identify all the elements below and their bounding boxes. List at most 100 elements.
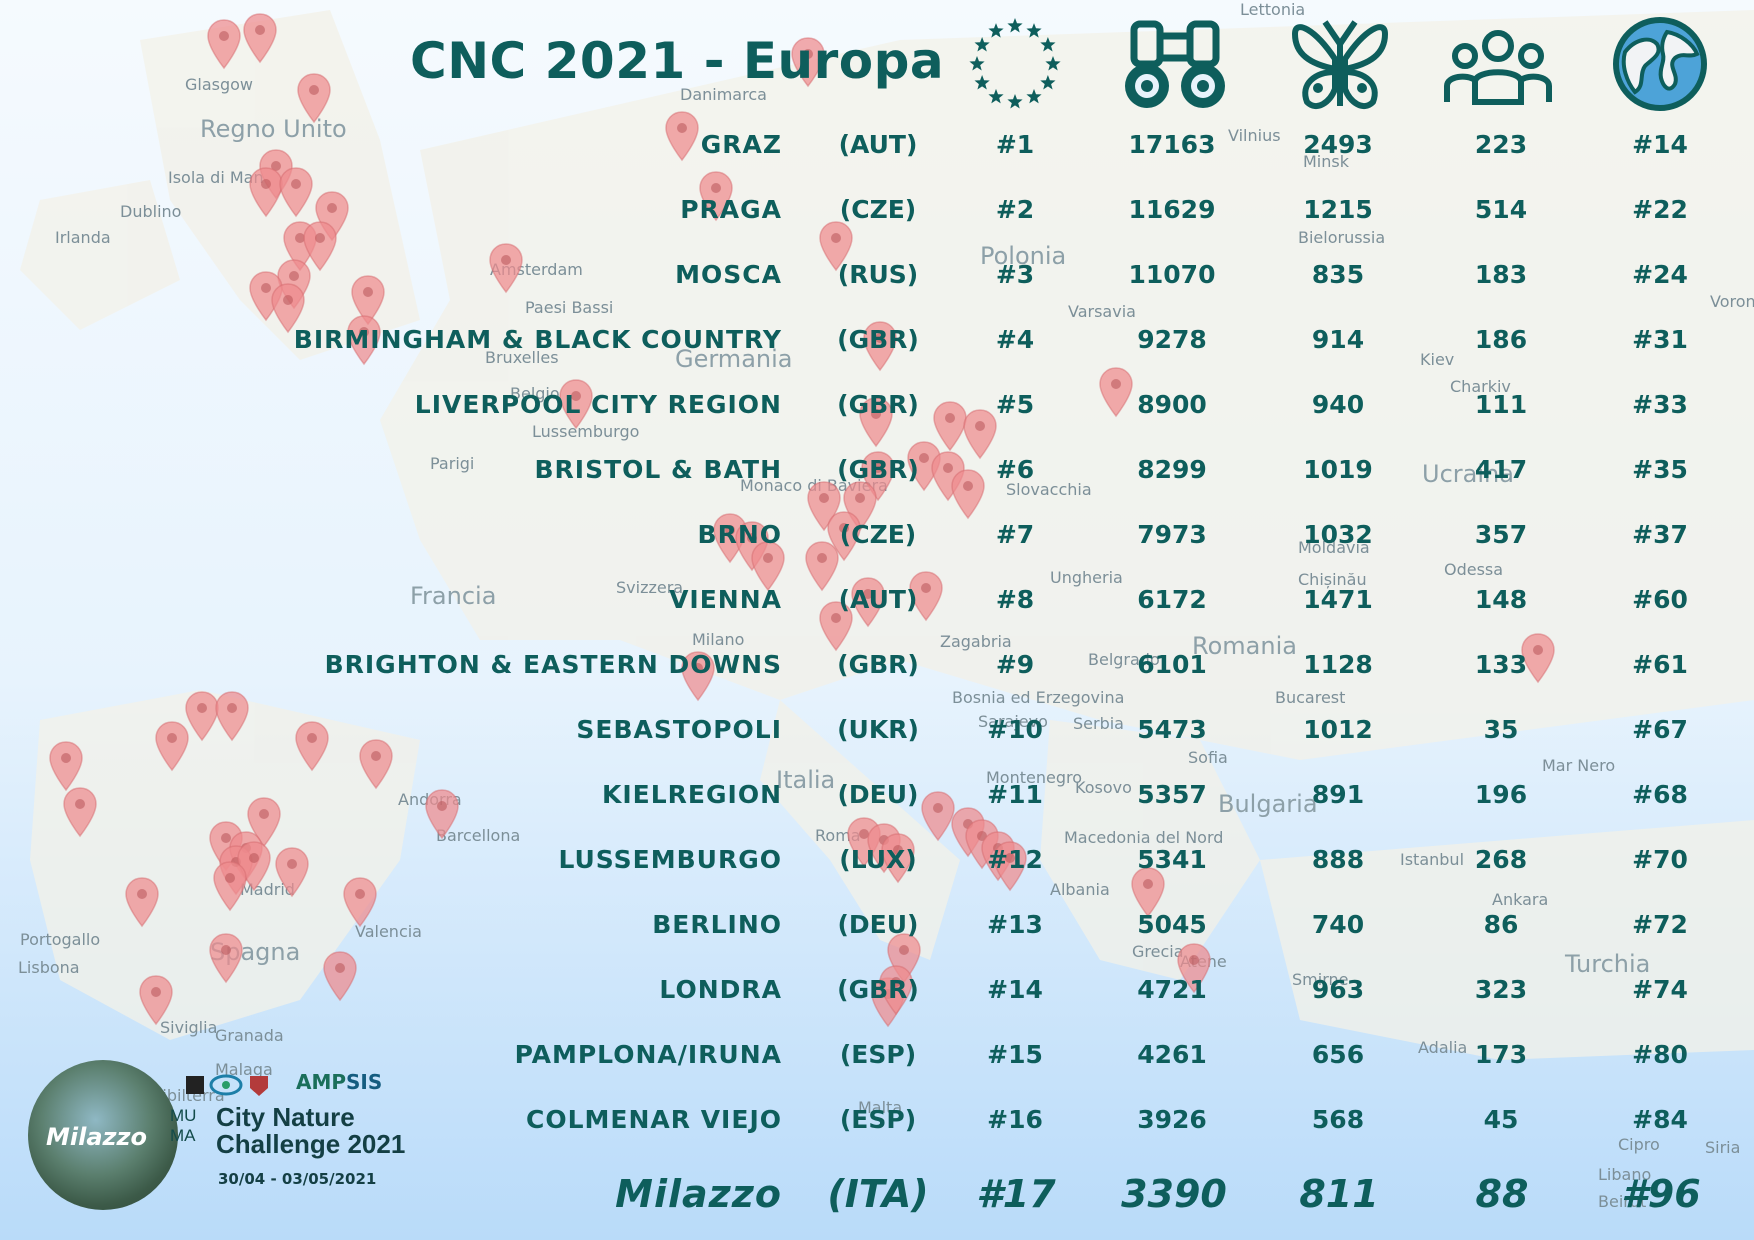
map-pin-icon <box>681 651 715 702</box>
cell-city: MOSCA <box>675 260 782 289</box>
cell-observations: 8900 <box>1137 390 1207 419</box>
map-label: Belgio <box>510 384 560 403</box>
map-pin-icon <box>139 975 173 1026</box>
map-pin-icon <box>963 409 997 460</box>
map-label: Polonia <box>980 242 1067 270</box>
table-row: BERLINO (DEU) #13 5045 740 86 #72 <box>0 910 1754 960</box>
cell-global: #22 <box>1632 195 1688 224</box>
cell-observations: 6172 <box>1137 585 1207 614</box>
page-title: CNC 2021 - Europa <box>410 32 945 90</box>
map-pin-icon <box>213 861 247 912</box>
map-pin-icon <box>1177 943 1211 994</box>
cell-species: 888 <box>1311 845 1365 874</box>
highlight-cell-country: (ITA) <box>827 1172 929 1216</box>
map-pin-icon <box>209 933 243 984</box>
map-label: Italia <box>776 766 836 794</box>
map-label: Lussemburgo <box>532 422 640 441</box>
table-row: PRAGA (CZE) #2 11629 1215 514 #22 <box>0 195 1754 245</box>
map-pin-icon <box>863 321 897 372</box>
map-label: Paesi Bassi <box>525 298 614 317</box>
map-label: Granada <box>215 1026 284 1045</box>
map-label: Danimarca <box>680 85 767 104</box>
map-pin-icon <box>279 167 313 218</box>
cell-observations: 5045 <box>1137 910 1207 939</box>
cell-rank: #15 <box>987 1040 1043 1069</box>
map-label: Macedonia del Nord <box>1064 828 1224 847</box>
map-label: Ucraina <box>1422 460 1514 488</box>
map-label: Valencia <box>355 922 422 941</box>
map-pin-icon <box>909 571 943 622</box>
cell-rank: #11 <box>987 780 1043 809</box>
cell-people: 173 <box>1474 1040 1528 1069</box>
cell-people: 148 <box>1474 585 1528 614</box>
cell-rank: #7 <box>995 520 1035 549</box>
table-row: BRISTOL & BATH (GBR) #6 8299 1019 417 #35 <box>0 455 1754 505</box>
cell-observations: 11070 <box>1128 260 1216 289</box>
cell-observations: 4261 <box>1137 1040 1207 1069</box>
map-pin-icon <box>489 243 523 294</box>
highlight-cell-people: 88 <box>1475 1172 1529 1216</box>
map-label: Dublino <box>120 202 182 221</box>
cell-city: KIELREGION <box>601 780 782 809</box>
map-pin-icon <box>819 601 853 652</box>
cell-people: 223 <box>1474 130 1528 159</box>
map-label: Cipro <box>1618 1135 1660 1154</box>
map-pin-icon <box>323 951 357 1002</box>
star-icon <box>1040 75 1056 90</box>
cell-people: 35 <box>1483 715 1519 744</box>
map-label: Bucarest <box>1275 688 1346 707</box>
cell-people: 133 <box>1474 650 1528 679</box>
cell-country: (DEU) <box>837 780 919 809</box>
map-label: Voronezh <box>1710 292 1754 311</box>
cell-country: (GBR) <box>837 650 919 679</box>
cell-rank: #16 <box>987 1105 1043 1134</box>
cell-species: 891 <box>1311 780 1365 809</box>
cell-global: #74 <box>1632 975 1688 1004</box>
map-label: Malaga <box>215 1060 273 1079</box>
cell-country: (LUX) <box>839 845 917 874</box>
star-icon <box>1026 88 1042 104</box>
cell-global: #14 <box>1632 130 1688 159</box>
cell-country: (GBR) <box>837 455 919 484</box>
cell-observations: 3926 <box>1137 1105 1207 1134</box>
map-label: Sofia <box>1188 748 1228 767</box>
cell-global: #72 <box>1632 910 1688 939</box>
butterfly-icon <box>1292 20 1388 110</box>
cell-country: (GBR) <box>837 390 919 419</box>
cell-observations: 7973 <box>1137 520 1207 549</box>
cell-observations: 4721 <box>1137 975 1207 1004</box>
map-label: Zagabria <box>940 632 1012 651</box>
cell-city: LONDRA <box>659 975 782 1004</box>
cell-country: (RUS) <box>837 260 919 289</box>
map-label: Malta <box>858 1098 903 1117</box>
map-pin-icon <box>879 965 913 1016</box>
cell-city: PAMPLONA/IRUNA <box>514 1040 782 1069</box>
cell-global: #84 <box>1632 1105 1688 1134</box>
map-label: Istanbul <box>1400 850 1465 869</box>
highlight-cell-city: Milazzo <box>615 1172 782 1216</box>
map-label: Minsk <box>1303 152 1349 171</box>
map-pin-icon <box>699 171 733 222</box>
map-label: Isola di Man <box>168 168 264 187</box>
map-label: Slovacchia <box>1006 480 1092 499</box>
map-label: Ungheria <box>1050 568 1123 587</box>
cell-people: 86 <box>1483 910 1519 939</box>
map-label: Libano <box>1598 1165 1652 1184</box>
cnc-line-2: Challenge 2021 <box>216 1129 406 1159</box>
cell-people: 268 <box>1474 845 1528 874</box>
cell-city: BRISTOL & BATH <box>534 455 782 484</box>
cell-city: BERLINO <box>652 910 782 939</box>
cell-species: 656 <box>1311 1040 1365 1069</box>
map-label: Parigi <box>430 454 475 473</box>
map-pin-icon <box>343 877 377 928</box>
cell-rank: #3 <box>995 260 1035 289</box>
map-label: Portogallo <box>20 930 101 949</box>
cnc-line-1: City Nature <box>216 1102 355 1132</box>
cell-observations: 8299 <box>1137 455 1207 484</box>
map-label: Turchia <box>1565 950 1651 978</box>
cnc-logo-text: City Nature Challenge 2021 <box>216 1104 405 1158</box>
table-row: COLMENAR VIEJO (ESP) #16 3926 568 45 #84 <box>0 1105 1754 1155</box>
map-pin-icon <box>751 541 785 592</box>
map-label: Beirut <box>1598 1192 1647 1211</box>
map-label: Moldavia <box>1298 538 1370 557</box>
